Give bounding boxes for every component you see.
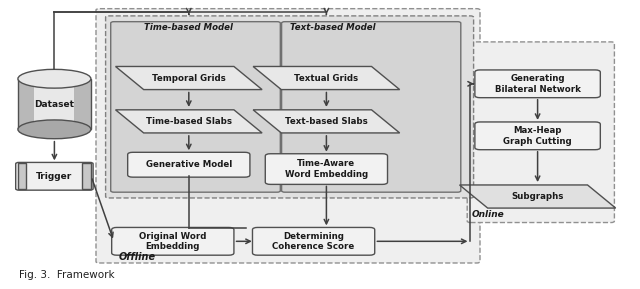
FancyBboxPatch shape <box>112 227 234 255</box>
Text: Dataset: Dataset <box>35 99 74 109</box>
Text: Time-based Model: Time-based Model <box>144 23 234 32</box>
FancyBboxPatch shape <box>265 154 388 184</box>
Polygon shape <box>253 66 400 90</box>
FancyBboxPatch shape <box>106 16 474 198</box>
FancyBboxPatch shape <box>111 22 280 192</box>
Bar <box>83 163 92 189</box>
Text: Generating
Bilateral Network: Generating Bilateral Network <box>495 74 580 94</box>
Polygon shape <box>115 66 262 90</box>
Text: Time-based Slabs: Time-based Slabs <box>146 117 232 126</box>
Polygon shape <box>115 110 262 133</box>
FancyBboxPatch shape <box>475 122 600 150</box>
Text: Temporal Grids: Temporal Grids <box>152 73 226 83</box>
Text: Text-based Model: Text-based Model <box>290 23 376 32</box>
Polygon shape <box>253 110 400 133</box>
FancyBboxPatch shape <box>252 227 374 255</box>
Text: Subgraphs: Subgraphs <box>511 192 564 201</box>
FancyBboxPatch shape <box>35 79 74 129</box>
FancyBboxPatch shape <box>475 70 600 98</box>
Polygon shape <box>460 185 616 208</box>
Text: Max-Heap
Graph Cutting: Max-Heap Graph Cutting <box>503 126 572 146</box>
Bar <box>18 163 26 189</box>
Text: Time-Aware
Word Embedding: Time-Aware Word Embedding <box>285 159 368 179</box>
Ellipse shape <box>18 69 91 88</box>
Text: Offline: Offline <box>119 252 156 262</box>
FancyBboxPatch shape <box>16 162 93 190</box>
FancyBboxPatch shape <box>96 9 480 263</box>
Text: Textual Grids: Textual Grids <box>294 73 358 83</box>
Text: Determining
Coherence Score: Determining Coherence Score <box>273 231 355 251</box>
FancyBboxPatch shape <box>128 152 250 177</box>
FancyBboxPatch shape <box>467 42 614 223</box>
Text: Fig. 3.  Framework: Fig. 3. Framework <box>19 270 115 280</box>
Text: Online: Online <box>472 210 505 219</box>
Ellipse shape <box>18 120 91 139</box>
FancyBboxPatch shape <box>282 22 461 192</box>
Text: Generative Model: Generative Model <box>146 160 232 169</box>
Text: Text-based Slabs: Text-based Slabs <box>285 117 368 126</box>
FancyBboxPatch shape <box>18 79 91 129</box>
Text: Original Word
Embedding: Original Word Embedding <box>139 231 207 251</box>
Text: Trigger: Trigger <box>36 172 72 181</box>
